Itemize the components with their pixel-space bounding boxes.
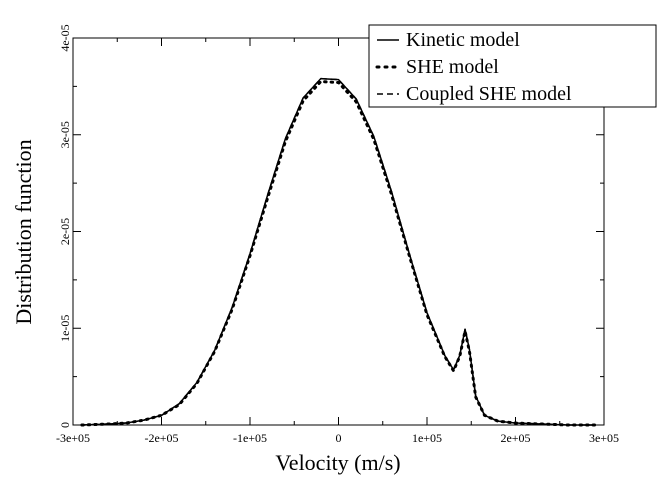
series-line-3	[81, 77, 596, 426]
series-line-2	[80, 80, 597, 427]
legend-label-kinetic: Kinetic model	[406, 29, 520, 51]
x-tick-label: 1e+05	[412, 431, 442, 445]
x-tick-label: 3e+05	[589, 431, 619, 445]
x-axis: -3e+05 -2e+05 -1e+05 0 1e+05 2e+05 3e+05	[56, 38, 619, 445]
legend-box	[368, 24, 657, 108]
y-tick-label: 3e-05	[58, 121, 72, 148]
series-line-1	[81, 77, 596, 426]
x-tick-label: -3e+05	[56, 431, 90, 445]
legend-label-she: SHE model	[406, 56, 499, 78]
y-tick-label: 1e-05	[58, 315, 72, 342]
x-tick-label: 2e+05	[500, 431, 530, 445]
y-tick-label: 0	[58, 422, 72, 428]
y-tick-label: 2e-05	[58, 218, 72, 245]
y-tick-label: 4e-05	[58, 24, 72, 51]
y-axis-title: Distribution function	[11, 139, 36, 324]
legend: Kinetic model SHE model Coupled SHE mode…	[368, 24, 657, 108]
legend-label-coupled: Coupled SHE model	[406, 83, 572, 105]
x-tick-label: -1e+05	[233, 431, 267, 445]
x-tick-label: 0	[336, 431, 342, 445]
x-tick-label: -2e+05	[144, 431, 178, 445]
series-layer	[80, 77, 597, 427]
x-axis-title: Velocity (m/s)	[275, 450, 400, 475]
